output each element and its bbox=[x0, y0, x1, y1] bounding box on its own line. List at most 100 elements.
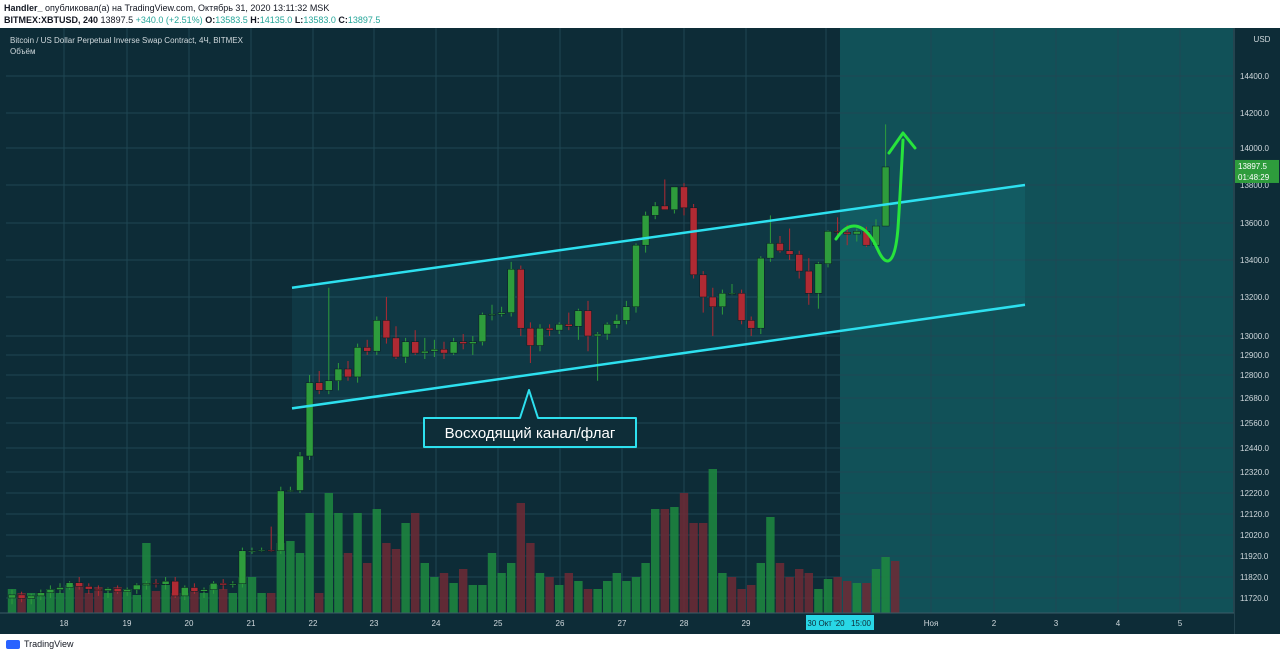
time-tick-label: 18 bbox=[60, 619, 69, 628]
time-tick-label: 20 bbox=[185, 619, 194, 628]
volume-bar bbox=[267, 593, 276, 613]
projection-arrow[interactable] bbox=[834, 138, 905, 263]
candle-body bbox=[661, 205, 669, 210]
candle-body bbox=[497, 312, 506, 315]
candle-body bbox=[8, 594, 16, 599]
price-tick-label: 14000.0 bbox=[1240, 144, 1269, 153]
volume-bar bbox=[679, 493, 689, 613]
candle-body bbox=[392, 337, 400, 358]
open-label: O: bbox=[205, 15, 216, 25]
open-value: 13583.5 bbox=[215, 15, 248, 25]
low-label: L: bbox=[294, 15, 304, 25]
volume-bar bbox=[276, 543, 285, 613]
price-tick-label: 13400.0 bbox=[1240, 256, 1269, 265]
candle-body bbox=[411, 341, 419, 354]
tradingview-logo[interactable]: TradingView bbox=[6, 639, 74, 649]
candle-body bbox=[94, 588, 103, 591]
candle-body bbox=[200, 589, 208, 592]
volume-bar bbox=[372, 509, 381, 613]
candle-body bbox=[277, 490, 285, 551]
volume-bar bbox=[689, 523, 698, 613]
volume-bar bbox=[583, 589, 593, 613]
candle-body bbox=[814, 263, 823, 294]
price-tick-label: 12900.0 bbox=[1240, 351, 1269, 360]
price-tick-label: 12800.0 bbox=[1240, 371, 1269, 380]
volume-bar bbox=[833, 577, 842, 613]
price-tick-label: 12560.0 bbox=[1240, 419, 1269, 428]
time-tick-label: 27 bbox=[618, 619, 627, 628]
channel-upper-line[interactable] bbox=[291, 183, 1026, 289]
candle-body bbox=[517, 269, 525, 329]
price-tick-label: 13000.0 bbox=[1240, 332, 1269, 341]
candle-body bbox=[622, 306, 631, 321]
symbol-name: BITMEX:XBTUSD, 240 bbox=[4, 15, 99, 25]
volume-bar bbox=[737, 589, 746, 613]
volume-bar bbox=[487, 553, 497, 613]
tradingview-brand: TradingView bbox=[24, 639, 74, 649]
callout-box[interactable] bbox=[423, 389, 637, 448]
candle-body bbox=[190, 587, 199, 592]
candle-body bbox=[747, 320, 755, 329]
volume-indicator-label[interactable]: Объём bbox=[10, 47, 36, 56]
low-value: 13583.0 bbox=[303, 15, 336, 25]
candle-body bbox=[27, 595, 35, 599]
tradingview-logo-icon bbox=[6, 639, 20, 649]
chart-area[interactable]: Восходящий канал/флаг USD 14400.0 14200.0 14… bbox=[0, 28, 1280, 634]
candle-body bbox=[181, 587, 189, 597]
volume-bar bbox=[382, 543, 391, 613]
price-tick-label: 12120.0 bbox=[1240, 510, 1269, 519]
close-value: 13897.5 bbox=[347, 15, 381, 25]
volume-bar bbox=[670, 507, 679, 613]
time-axis[interactable] bbox=[0, 613, 1234, 634]
time-tick-label: 15:00 bbox=[851, 619, 872, 628]
candle-body bbox=[565, 324, 573, 327]
time-tick-label: 21 bbox=[247, 619, 256, 628]
candle-body bbox=[795, 254, 803, 272]
time-tick-label: 5 bbox=[1178, 619, 1183, 628]
volume-bar bbox=[785, 577, 794, 613]
candle-body bbox=[440, 349, 448, 354]
time-tick-label: 4 bbox=[1116, 619, 1121, 628]
price-tick-label: 14200.0 bbox=[1240, 109, 1269, 118]
volume-bar bbox=[478, 585, 487, 613]
volume-bar bbox=[881, 557, 890, 613]
volume-bar bbox=[411, 513, 420, 613]
volume-bar bbox=[123, 589, 132, 613]
volume-bar bbox=[305, 513, 314, 613]
channel-lower-line[interactable] bbox=[291, 303, 1026, 410]
candle-body bbox=[353, 347, 362, 378]
time-tick-label: 24 bbox=[432, 619, 441, 628]
candle-body bbox=[248, 550, 256, 552]
candle-body bbox=[603, 324, 611, 335]
volume-bar bbox=[180, 593, 189, 613]
volume-bar bbox=[65, 585, 74, 613]
candle-body bbox=[421, 350, 429, 354]
volume-bar bbox=[526, 543, 535, 613]
candle-body bbox=[75, 582, 83, 587]
candle-body bbox=[526, 327, 535, 346]
candle-body bbox=[545, 327, 554, 331]
candle-body bbox=[171, 580, 179, 597]
volume-bar bbox=[219, 589, 228, 613]
author-name[interactable]: Handler_ bbox=[4, 3, 43, 13]
candle-body bbox=[670, 186, 679, 210]
time-tick-label: 28 bbox=[680, 619, 689, 628]
time-tick-label: 26 bbox=[556, 619, 565, 628]
price-chart[interactable]: Восходящий канал/флаг USD 14400.0 14200.0 14… bbox=[0, 28, 1280, 634]
price-tick-label: 13200.0 bbox=[1240, 293, 1269, 302]
volume-bar bbox=[852, 583, 861, 613]
volume-bar bbox=[795, 569, 804, 613]
candle-body bbox=[46, 589, 55, 593]
volume-bar bbox=[286, 541, 295, 613]
candle-body bbox=[17, 594, 26, 599]
volume-bar bbox=[199, 593, 209, 613]
price-axis[interactable] bbox=[1234, 28, 1280, 634]
candle-body bbox=[488, 313, 496, 316]
volume-bar bbox=[247, 577, 257, 613]
volume-bar bbox=[238, 577, 247, 613]
candle-body bbox=[776, 243, 784, 252]
candle-body bbox=[680, 186, 688, 209]
time-tick-label: 19 bbox=[123, 619, 132, 628]
volume-bar bbox=[343, 553, 353, 613]
channel-fill bbox=[292, 185, 1025, 409]
